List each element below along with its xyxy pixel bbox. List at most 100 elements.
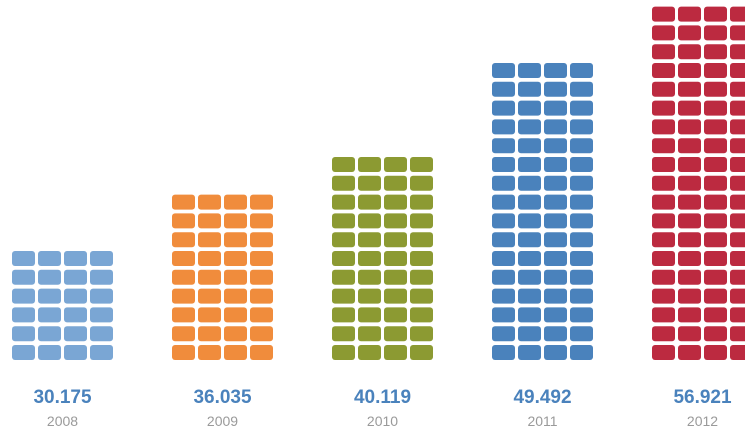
bar-tile <box>704 213 727 229</box>
bar-tile <box>410 307 433 323</box>
bar-tile <box>544 307 567 323</box>
bar-tile <box>198 232 221 248</box>
bar-tile <box>544 63 567 78</box>
bar-tile <box>652 157 675 172</box>
bar-tile <box>678 194 701 210</box>
bar-tile <box>678 119 701 135</box>
bar-tile <box>678 25 701 41</box>
bar-tile <box>492 213 515 229</box>
bar-tile <box>384 326 407 342</box>
bar-tile <box>250 194 273 210</box>
bar-tile <box>730 251 745 266</box>
bar-tile <box>704 345 727 360</box>
bar-tile <box>38 251 61 266</box>
bar-tile <box>570 175 593 191</box>
bar-tile <box>250 307 273 323</box>
bar-tile <box>704 232 727 248</box>
bar-tile <box>518 138 541 154</box>
bar-tile <box>198 345 221 360</box>
bar-tile <box>544 232 567 248</box>
bar-tile <box>704 175 727 191</box>
bar-tile <box>730 138 745 154</box>
bar-tile <box>250 213 273 229</box>
bar-tile <box>492 288 515 304</box>
bar-2009 <box>172 194 273 360</box>
x-tick-label-2009: 2009 <box>207 413 238 429</box>
bar-tile <box>172 213 195 229</box>
bar-tile <box>12 269 35 285</box>
bar-tile <box>224 251 247 266</box>
bar-tile <box>64 326 87 342</box>
bar-tile <box>704 44 727 60</box>
bar-tile <box>570 307 593 323</box>
bar-tile <box>492 63 515 78</box>
bar-tile <box>358 232 381 248</box>
bar-tile <box>704 288 727 304</box>
bar-tile <box>172 194 195 210</box>
bar-tile <box>384 269 407 285</box>
bar-tile <box>250 288 273 304</box>
bar-tile <box>492 307 515 323</box>
bar-tile <box>358 269 381 285</box>
x-tick-label-2010: 2010 <box>367 413 398 429</box>
bar-tile <box>652 81 675 97</box>
bar-tile <box>64 288 87 304</box>
bar-tile <box>358 345 381 360</box>
bar-tile <box>704 251 727 266</box>
bar-tile <box>518 269 541 285</box>
bar-tile <box>570 119 593 135</box>
bar-tile <box>678 6 701 22</box>
bar-tile <box>384 157 407 172</box>
bar-tile <box>518 307 541 323</box>
bar-tile <box>678 269 701 285</box>
bar-2010 <box>332 157 433 360</box>
bar-tile <box>492 157 515 172</box>
bar-tile <box>410 345 433 360</box>
bar-tile <box>652 232 675 248</box>
bar-tile <box>678 63 701 78</box>
bar-tile <box>570 326 593 342</box>
bar-tile <box>730 307 745 323</box>
bar-tile <box>678 288 701 304</box>
x-tick-label-2012: 2012 <box>687 413 718 429</box>
bar-tile <box>384 307 407 323</box>
bar-tile <box>358 326 381 342</box>
bar-tile <box>332 157 355 172</box>
bar-tile <box>64 251 87 266</box>
bar-tile <box>518 288 541 304</box>
bar-tile <box>678 157 701 172</box>
bar-tile <box>384 213 407 229</box>
bar-tile <box>250 345 273 360</box>
bar-tile <box>678 326 701 342</box>
bar-tile <box>358 157 381 172</box>
bar-tile <box>730 288 745 304</box>
bar-tile <box>198 307 221 323</box>
bar-tile <box>410 232 433 248</box>
bar-tile <box>730 232 745 248</box>
bar-tile <box>492 138 515 154</box>
bar-tile <box>172 251 195 266</box>
data-label-2012: 56.921 <box>673 387 732 408</box>
bar-tile <box>652 63 675 78</box>
x-tick-label-2008: 2008 <box>47 413 78 429</box>
bar-tile <box>652 251 675 266</box>
bar-tile <box>652 138 675 154</box>
bar-tile <box>224 269 247 285</box>
bar-tile <box>38 307 61 323</box>
bar-tile <box>570 251 593 266</box>
bar-tile <box>518 213 541 229</box>
bar-tile <box>12 307 35 323</box>
bar-tile <box>678 138 701 154</box>
bar-tile <box>410 269 433 285</box>
data-label-2008: 30.175 <box>33 387 92 408</box>
bar-tile <box>492 119 515 135</box>
bar-tile <box>544 157 567 172</box>
bar-2012 <box>652 6 745 360</box>
bar-tile <box>704 269 727 285</box>
bar-tile <box>704 81 727 97</box>
bar-tile <box>492 326 515 342</box>
bar-tile <box>224 213 247 229</box>
bar-tile <box>570 63 593 78</box>
bar-tile <box>730 345 745 360</box>
bar-tile <box>332 307 355 323</box>
